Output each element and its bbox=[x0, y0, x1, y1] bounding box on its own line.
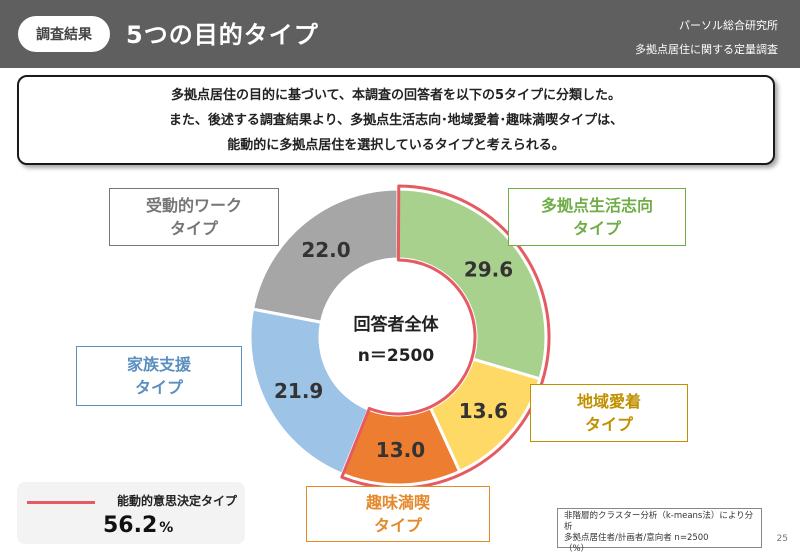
legend-box: 能動的意思決定タイプ 56.2% bbox=[17, 482, 245, 544]
slice-label-line: タイプ bbox=[584, 415, 633, 434]
note-line: （%） bbox=[564, 544, 590, 554]
page-number: 25 bbox=[776, 534, 788, 544]
slice-value-label: 29.6 bbox=[464, 257, 513, 281]
legend-label: 能動的意思決定タイプ bbox=[117, 494, 238, 508]
slice-label-box: 趣味満喫 タイプ bbox=[306, 486, 490, 542]
slice-label-line: タイプ bbox=[134, 378, 183, 397]
legend-value: 56.2% bbox=[103, 513, 173, 538]
slice-value-label: 21.9 bbox=[274, 379, 323, 403]
organization-name: パーソル総合研究所 bbox=[679, 19, 778, 32]
slice-label-line: 趣味満喫 bbox=[365, 493, 430, 512]
note-line: 非階層的クラスター分析（k-means法）により分析 bbox=[564, 511, 754, 532]
slice-label-line: 受動的ワーク bbox=[145, 196, 242, 215]
legend-value-number: 56.2 bbox=[103, 513, 158, 538]
slice-label-box: 家族支援 タイプ bbox=[76, 346, 242, 406]
page-title: 5つの目的タイプ bbox=[126, 21, 319, 49]
analysis-note: 非階層的クラスター分析（k-means法）により分析 多拠点居住者/計画者/意向… bbox=[557, 508, 762, 554]
summary-line: また、後述する調査結果より、多拠点生活志向･地域愛着･趣味満喫タイプは、 bbox=[168, 112, 624, 128]
slice-value-label: 22.0 bbox=[301, 238, 350, 262]
summary-line: 多拠点居住の目的に基づいて、本調査の回答者を以下の5タイプに分類した。 bbox=[170, 87, 621, 103]
section-label: 調査結果 bbox=[18, 16, 110, 52]
slice-label-box: 地域愛着 タイプ bbox=[530, 384, 688, 442]
donut-slice bbox=[250, 187, 400, 325]
legend-line-swatch bbox=[27, 501, 95, 504]
summary-box: 多拠点居住の目的に基づいて、本調査の回答者を以下の5タイプに分類した。 また、後… bbox=[17, 75, 775, 165]
value-layer: 29.6 13.6 13.0 21.9 22.0 bbox=[274, 238, 513, 462]
slice-label-line: タイプ bbox=[572, 219, 621, 238]
slice-label-line: 多拠点生活志向 bbox=[540, 196, 653, 215]
center-label-title: 回答者全体 bbox=[354, 314, 440, 335]
summary-line: 能動的に多拠点居住を選択しているタイプと考えられる。 bbox=[227, 137, 565, 153]
header-bar: 調査結果 5つの目的タイプ パーソル総合研究所 多拠点居住に関する定量調査 bbox=[0, 0, 800, 68]
center-label-count: n＝2500 bbox=[358, 346, 435, 366]
note-line: 多拠点居住者/計画者/意向者 n=2500 bbox=[564, 533, 709, 543]
slice-label-line: 地域愛着 bbox=[576, 392, 641, 411]
slice-label-box: 受動的ワーク タイプ bbox=[109, 188, 279, 246]
slice-value-label: 13.6 bbox=[459, 399, 508, 423]
slice-label-box: 多拠点生活志向 タイプ bbox=[508, 188, 686, 246]
slice-label-line: 家族支援 bbox=[126, 355, 191, 374]
slice-layer bbox=[248, 187, 548, 487]
survey-subtitle: 多拠点居住に関する定量調査 bbox=[635, 43, 778, 56]
legend-value-unit: % bbox=[159, 520, 174, 536]
donut-slice bbox=[248, 307, 371, 477]
slice-label-line: タイプ bbox=[169, 219, 218, 238]
slice-value-label: 13.0 bbox=[376, 438, 425, 462]
slice-label-line: タイプ bbox=[373, 516, 422, 535]
